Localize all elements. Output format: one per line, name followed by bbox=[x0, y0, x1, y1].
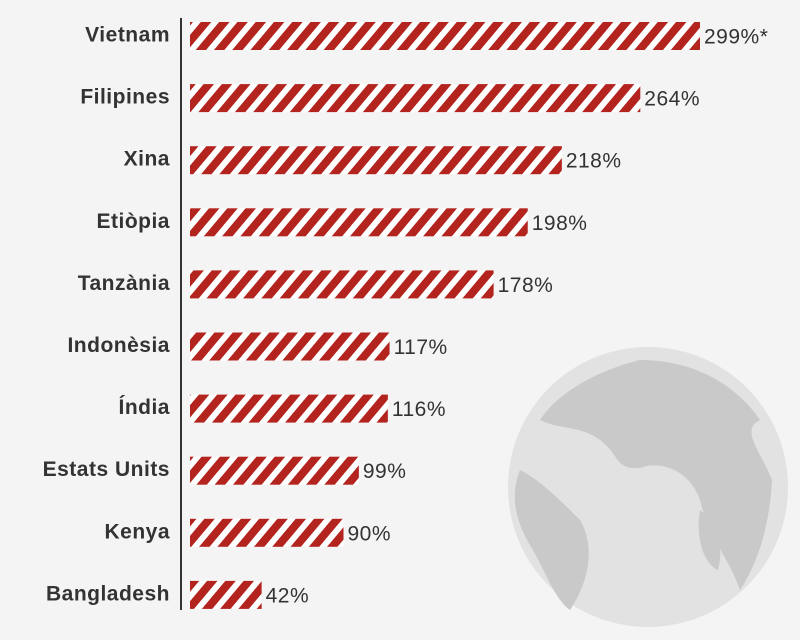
bar bbox=[190, 456, 359, 485]
bar bbox=[190, 332, 390, 361]
data-label: 264% bbox=[644, 88, 700, 111]
data-label: 178% bbox=[498, 274, 554, 297]
data-label: 99% bbox=[363, 460, 407, 483]
data-label: 42% bbox=[266, 584, 310, 607]
bar bbox=[190, 146, 562, 175]
y-tick-label: Indonèsia bbox=[67, 334, 170, 357]
data-label: 299%* bbox=[704, 26, 768, 49]
y-tick-label: Kenya bbox=[104, 520, 170, 543]
y-tick-label: Bangladesh bbox=[46, 582, 170, 605]
bar bbox=[190, 394, 388, 423]
y-tick-label: Xina bbox=[124, 148, 170, 171]
bar bbox=[190, 580, 262, 609]
data-label: 90% bbox=[348, 522, 392, 545]
data-label: 198% bbox=[532, 212, 588, 235]
y-tick-label: Estats Units bbox=[43, 458, 170, 481]
data-label: 218% bbox=[566, 150, 622, 173]
data-label: 117% bbox=[394, 336, 448, 359]
bar bbox=[190, 208, 528, 237]
y-tick-label: Vietnam bbox=[85, 24, 170, 47]
y-tick-label: Etiòpia bbox=[96, 210, 170, 233]
bar bbox=[190, 84, 641, 113]
y-tick-label: Índia bbox=[118, 396, 170, 419]
bar bbox=[190, 22, 700, 50]
globe bbox=[508, 347, 788, 627]
data-label: 116% bbox=[392, 398, 446, 421]
y-tick-label: Tanzània bbox=[78, 272, 170, 295]
bar bbox=[190, 518, 344, 547]
bar bbox=[190, 270, 494, 299]
y-tick-label: Filipines bbox=[80, 86, 170, 109]
